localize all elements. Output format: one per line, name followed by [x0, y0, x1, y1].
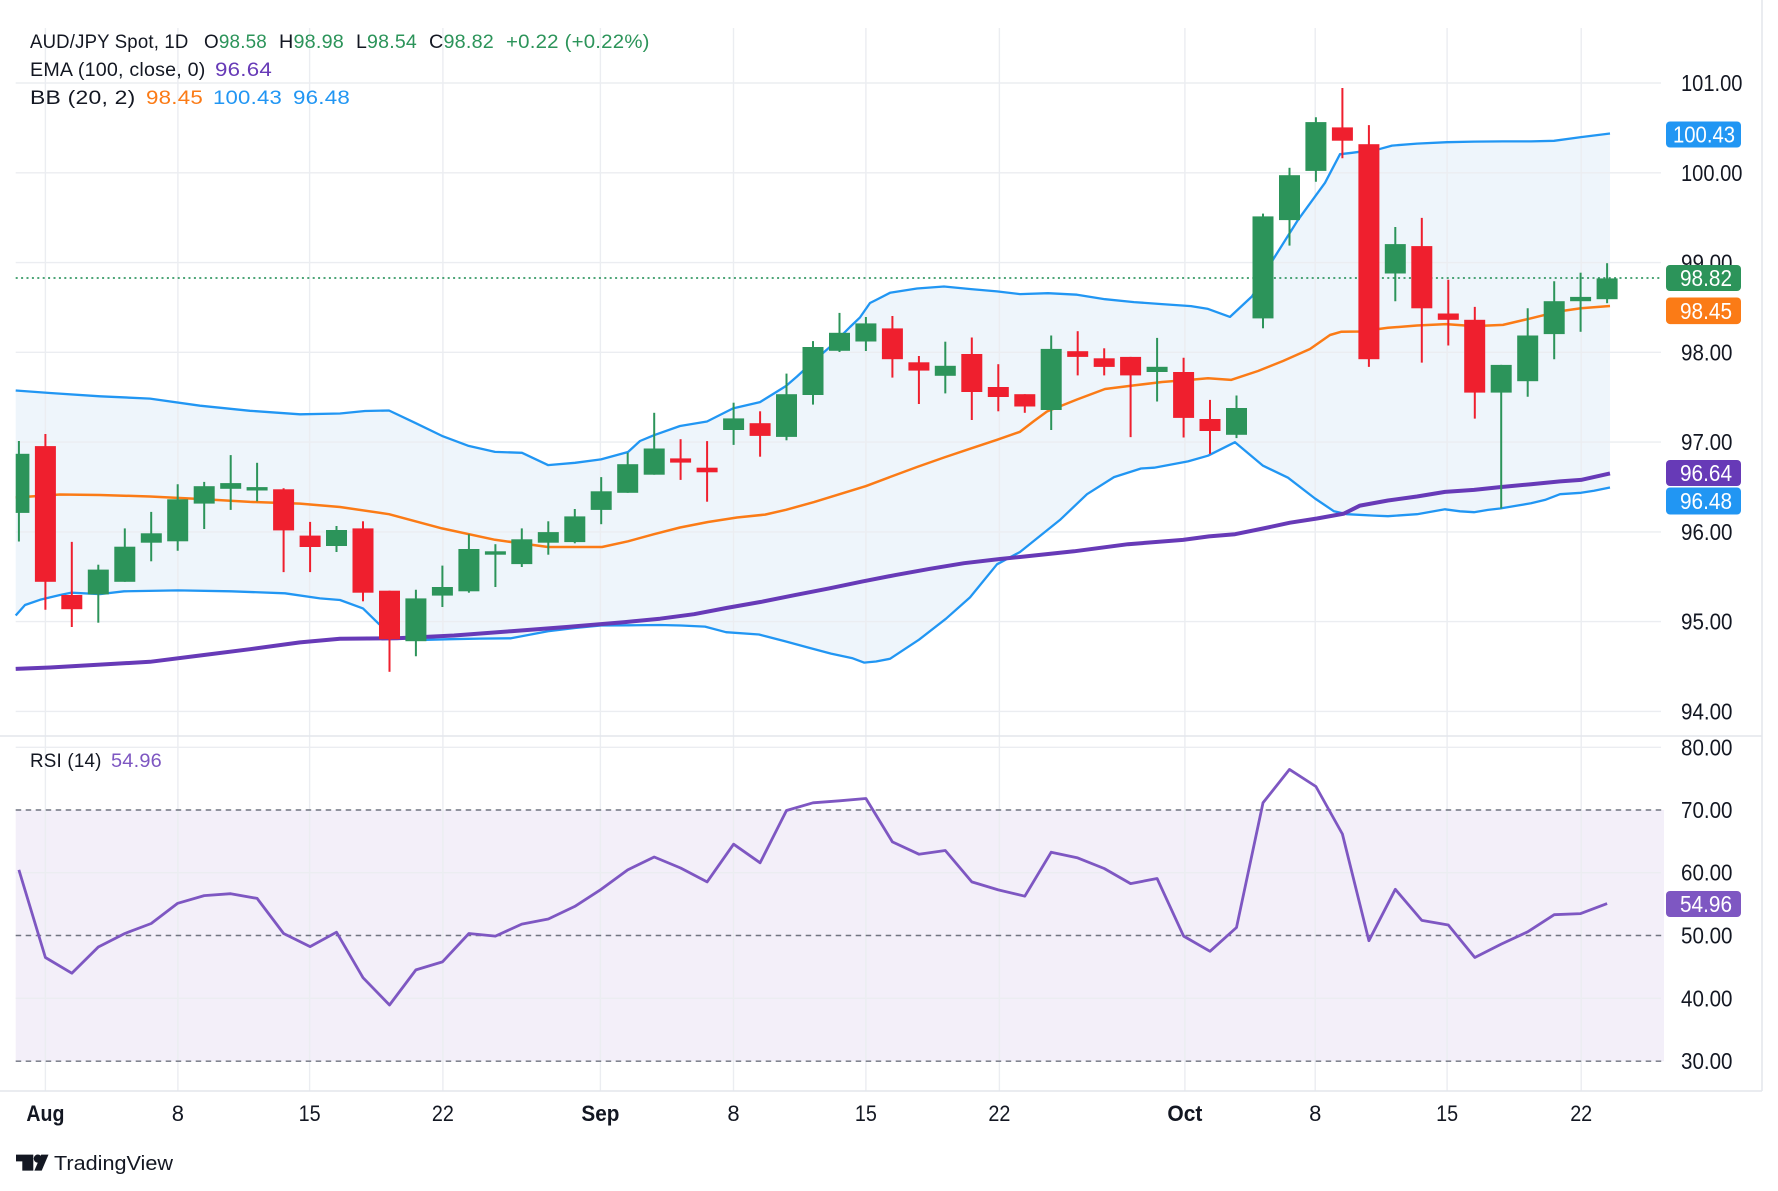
svg-text:100.43: 100.43 — [213, 87, 282, 109]
svg-text:8: 8 — [1309, 1101, 1321, 1126]
svg-text:96.48: 96.48 — [293, 87, 350, 109]
svg-text:Aug: Aug — [26, 1101, 64, 1126]
svg-text:60.00: 60.00 — [1681, 860, 1733, 886]
svg-text:22: 22 — [1570, 1101, 1592, 1126]
svg-text:97.00: 97.00 — [1681, 429, 1733, 455]
svg-text:L98.54: L98.54 — [356, 31, 417, 53]
svg-text:22: 22 — [988, 1101, 1010, 1126]
svg-text:H98.98: H98.98 — [279, 31, 344, 53]
svg-text:TradingView: TradingView — [54, 1152, 173, 1175]
svg-text:98.00: 98.00 — [1681, 339, 1733, 365]
svg-text:98.45: 98.45 — [1680, 298, 1732, 324]
svg-text:70.00: 70.00 — [1681, 797, 1733, 823]
svg-text:98.45: 98.45 — [146, 87, 203, 109]
svg-text:96.64: 96.64 — [1680, 460, 1732, 486]
svg-text:100.43: 100.43 — [1673, 122, 1735, 148]
svg-text:AUD/JPY Spot, 1D: AUD/JPY Spot, 1D — [30, 31, 189, 53]
svg-text:96.64: 96.64 — [215, 59, 272, 81]
svg-text:O98.58: O98.58 — [204, 31, 267, 53]
svg-text:30.00: 30.00 — [1681, 1048, 1733, 1074]
svg-text:98.82: 98.82 — [1680, 265, 1732, 291]
svg-text:15: 15 — [299, 1101, 321, 1126]
svg-text:Sep: Sep — [581, 1101, 619, 1126]
svg-text:Oct: Oct — [1167, 1101, 1203, 1126]
svg-text:96.48: 96.48 — [1680, 488, 1732, 514]
svg-text:54.96: 54.96 — [111, 750, 162, 772]
svg-text:C98.82: C98.82 — [429, 31, 494, 53]
svg-text:96.00: 96.00 — [1681, 519, 1733, 545]
svg-text:95.00: 95.00 — [1681, 609, 1733, 635]
svg-text:101.00: 101.00 — [1681, 70, 1743, 96]
svg-text:BB (20, 2): BB (20, 2) — [30, 87, 136, 109]
svg-text:EMA (100, close, 0): EMA (100, close, 0) — [30, 59, 205, 81]
svg-text:15: 15 — [1436, 1101, 1458, 1126]
svg-text:8: 8 — [727, 1101, 739, 1126]
svg-text:15: 15 — [855, 1101, 877, 1126]
svg-text:54.96: 54.96 — [1680, 891, 1732, 917]
svg-text:8: 8 — [172, 1101, 184, 1126]
svg-text:100.00: 100.00 — [1681, 160, 1743, 186]
svg-text:80.00: 80.00 — [1681, 734, 1733, 760]
svg-text:RSI (14): RSI (14) — [30, 750, 102, 772]
svg-text:50.00: 50.00 — [1681, 923, 1733, 949]
svg-text:94.00: 94.00 — [1681, 698, 1733, 724]
svg-text:+0.22 (+0.22%): +0.22 (+0.22%) — [506, 31, 650, 53]
svg-text:22: 22 — [432, 1101, 454, 1126]
svg-text:40.00: 40.00 — [1681, 985, 1733, 1011]
